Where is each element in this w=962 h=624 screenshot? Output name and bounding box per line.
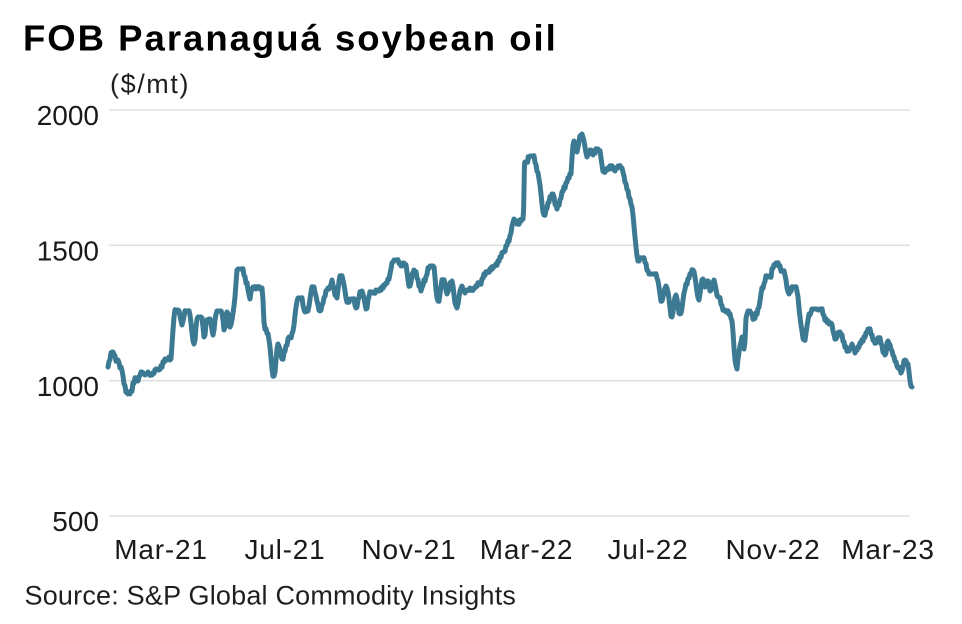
svg-text:Mar-23: Mar-23 — [841, 534, 935, 565]
svg-text:Source: S&P Global Commodity I: Source: S&P Global Commodity Insights — [25, 581, 517, 611]
svg-text:2000: 2000 — [37, 100, 99, 131]
svg-text:Nov-22: Nov-22 — [725, 534, 820, 565]
svg-text:1000: 1000 — [37, 371, 99, 402]
svg-text:1500: 1500 — [37, 236, 99, 267]
svg-text:Jul-21: Jul-21 — [244, 534, 325, 565]
svg-text:Nov-21: Nov-21 — [361, 534, 456, 565]
svg-text:($/mt): ($/mt) — [110, 69, 190, 99]
svg-text:FOB Paranaguá soybean oil: FOB Paranaguá soybean oil — [23, 18, 558, 59]
svg-text:500: 500 — [52, 506, 99, 537]
svg-text:Mar-21: Mar-21 — [114, 534, 208, 565]
svg-text:Mar-22: Mar-22 — [480, 534, 574, 565]
svg-text:Jul-22: Jul-22 — [607, 534, 688, 565]
